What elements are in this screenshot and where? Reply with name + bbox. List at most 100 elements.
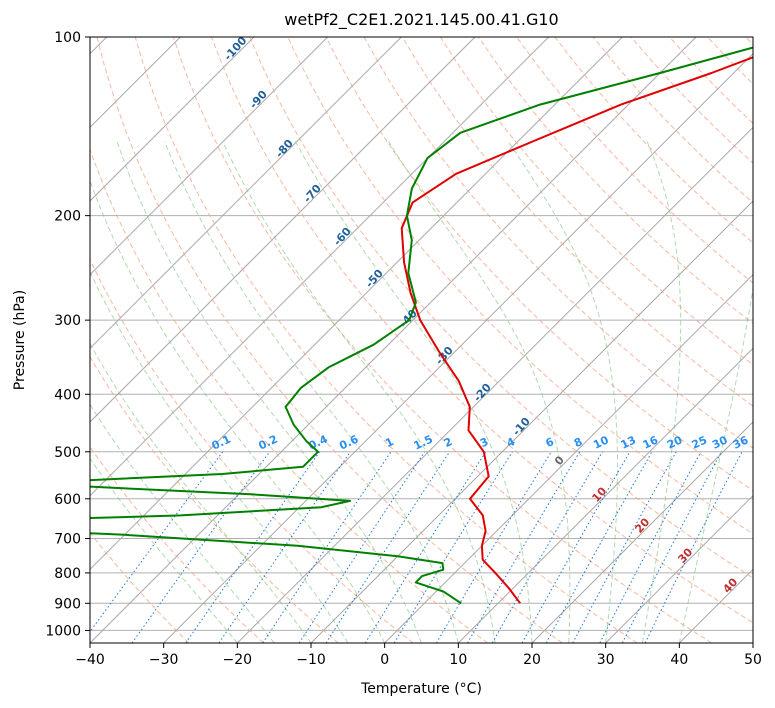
dewpoint-profile-line <box>90 46 753 605</box>
mixing-ratio-line <box>621 451 722 643</box>
x-tick-label: −30 <box>149 652 179 668</box>
isotherm-line <box>678 568 753 643</box>
dry-adiabat-line <box>90 258 414 643</box>
y-tick-label: 100 <box>54 30 81 46</box>
plot-frame <box>89 36 754 644</box>
moist-adiabat-line <box>90 270 349 643</box>
dry-adiabat-label: 40 <box>720 575 740 595</box>
mixing-ratio-label: 25 <box>690 434 709 452</box>
x-tick-label: 40 <box>670 652 688 668</box>
isotherm-line <box>236 126 753 643</box>
moist-adiabat-line <box>507 141 618 643</box>
mixing-ratio-label: 20 <box>665 433 685 451</box>
mixing-ratio-line <box>435 451 552 643</box>
y-axis: 100 200 300 400 500 600 700 800 900 1000 <box>45 30 90 639</box>
moist-adiabat-line <box>678 285 753 643</box>
x-tick-label: −40 <box>75 652 105 668</box>
dry-adiabat-label: -100 <box>221 34 249 63</box>
dry-adiabat-line <box>325 37 753 492</box>
mixing-ratio-line <box>521 451 631 643</box>
isotherm-line <box>90 37 402 350</box>
dry-adiabat-label: -10 <box>510 415 533 439</box>
x-tick-label: −10 <box>296 652 326 668</box>
dry-adiabat-line <box>478 37 753 325</box>
dry-adiabat-label: -60 <box>331 225 354 249</box>
dry-adiabat-label: 0 <box>552 453 567 468</box>
isotherm-line <box>605 494 753 643</box>
dry-adiabat-label: 30 <box>675 545 695 565</box>
mixing-ratio-line <box>644 451 743 643</box>
mixing-ratio-label: 0.4 <box>307 432 330 452</box>
dry-adiabat-line <box>401 37 753 407</box>
moist-adiabat-line <box>164 141 459 643</box>
y-axis-label: Pressure (hPa) <box>12 290 28 390</box>
isotherm-line <box>457 347 753 643</box>
profile-lines <box>90 46 753 605</box>
isotherm-line <box>752 642 753 643</box>
mixing-ratio-label: 13 <box>619 433 638 451</box>
moist-adiabat-line <box>90 179 386 643</box>
x-axis: −40 −30 −20 −10 0 10 20 30 40 50 <box>75 643 762 668</box>
plot-area: 0.1 0.2 0.4 0.6 1 1.5 2 3 4 6 8 10 13 16 20 25 30 36-100-… <box>90 34 753 643</box>
dry-adiabat-label: -20 <box>471 381 494 405</box>
background-lines <box>90 37 753 643</box>
dry-adiabat-line <box>172 37 712 643</box>
mixing-ratio-label: 16 <box>641 433 661 451</box>
mixing-ratio-label: 8 <box>572 435 584 450</box>
dry-adiabat-line <box>90 531 190 643</box>
moist-adiabat-line <box>90 342 312 643</box>
mixing-ratio-line <box>218 451 351 643</box>
y-tick-label: 600 <box>54 492 81 508</box>
mixing-ratio-label: 10 <box>591 433 611 451</box>
moist-adiabat-line <box>90 403 275 643</box>
y-tick-label: 700 <box>54 532 81 548</box>
dry-adiabat-line <box>134 37 638 643</box>
x-tick-label: −20 <box>223 652 253 668</box>
isotherm-line <box>531 421 753 643</box>
x-tick-label: 0 <box>380 652 389 668</box>
mixing-ratio-label: 6 <box>544 435 557 450</box>
dry-adiabat-label: -50 <box>363 267 386 291</box>
dry-adiabat-line <box>211 37 753 624</box>
mixing-ratio-label: 36 <box>731 433 751 451</box>
moist-adiabat-line <box>642 141 682 643</box>
dry-adiabat-line <box>90 445 264 643</box>
mixing-ratio-line <box>325 451 451 643</box>
y-tick-label: 500 <box>54 445 81 461</box>
mixing-ratio-label: 30 <box>710 433 730 451</box>
y-tick-label: 200 <box>54 209 81 225</box>
chart-title: wetPf2_C2E1.2021.145.00.41.G10 <box>284 10 558 30</box>
x-tick-label: 20 <box>523 652 541 668</box>
dry-adiabat-line <box>249 37 753 579</box>
y-tick-label: 800 <box>54 566 81 582</box>
mixing-ratio-line <box>185 451 321 643</box>
x-tick-label: 50 <box>744 652 762 668</box>
dry-adiabat-line <box>439 37 753 366</box>
isotherm-line <box>90 37 623 571</box>
mixing-ratio-line <box>364 451 487 643</box>
dry-adiabat-label: 20 <box>632 515 652 535</box>
temperature-profile-line <box>400 56 753 604</box>
dry-adiabat-line <box>90 148 488 643</box>
dry-adiabat-line <box>516 37 753 284</box>
y-tick-label: 900 <box>54 596 81 612</box>
isotherm-line <box>90 37 476 423</box>
mixing-ratio-label: 0.1 <box>210 433 233 453</box>
dry-adiabat-label: -80 <box>273 137 296 161</box>
dry-adiabat-label: 10 <box>589 484 609 504</box>
x-tick-label: 10 <box>449 652 467 668</box>
mixing-ratio-line <box>298 451 426 643</box>
dry-adiabat-label: -90 <box>247 88 270 112</box>
mixing-ratio-line <box>131 451 271 643</box>
mixing-ratio-line <box>599 451 702 643</box>
isotherm-line <box>90 37 329 276</box>
moist-adiabat-line <box>116 141 422 643</box>
moist-adiabat-line <box>90 457 238 643</box>
y-tick-label: 300 <box>54 313 81 329</box>
mixing-ratio-label: 1 <box>383 435 395 450</box>
moist-adiabat-line <box>388 141 571 643</box>
mixing-ratio-line <box>572 451 677 643</box>
mixing-ratio-line <box>262 451 392 643</box>
isotherm-line <box>90 37 550 497</box>
